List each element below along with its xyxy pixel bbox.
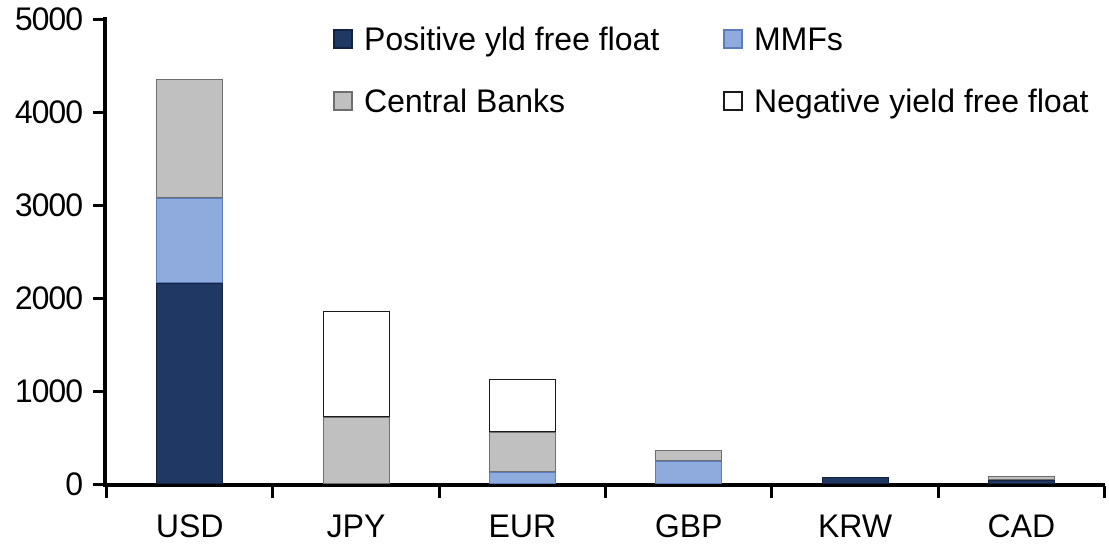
legend-label: Central Banks (364, 82, 565, 119)
bar-segment-gbp-central-banks (655, 450, 723, 462)
legend-label: Positive yld free float (364, 20, 660, 57)
legend-swatch-mmfs (723, 29, 743, 49)
bar-segment-usd-positive-yld-free-float (156, 283, 224, 484)
legend-label: MMFs (754, 20, 843, 57)
legend-label: Negative yield free float (754, 82, 1089, 119)
y-axis-tick (93, 389, 104, 393)
x-category-label-cad: CAD (987, 508, 1056, 544)
legend-item-mmfs: MMFs (723, 17, 843, 61)
bar-segment-jpy-central-banks (322, 416, 390, 484)
bar-segment-jpy-negative-yield-free-float (322, 311, 390, 417)
x-category-label-krw: KRW (817, 508, 893, 544)
bar-segment-cad-positive-yld-free-float (987, 479, 1055, 484)
legend-item-central-banks: Central Banks (333, 79, 565, 123)
bar-segment-eur-central-banks (488, 431, 556, 472)
x-axis-tick (437, 486, 441, 498)
x-category-label-usd: USD (155, 508, 224, 544)
y-axis-tick (93, 203, 104, 207)
y-tick-label: 1000 (14, 373, 83, 409)
y-axis-line (103, 17, 107, 487)
x-axis-tick (105, 486, 108, 498)
y-axis-tick (93, 482, 104, 486)
y-axis-tick (93, 17, 104, 21)
legend-item-positive-yld-free-float: Positive yld free float (333, 17, 659, 61)
legend-item-negative-yield-free-float: Negative yield free float (723, 79, 1088, 123)
legend-swatch-positive-yld-free-float (333, 29, 353, 49)
y-tick-label: 2000 (14, 280, 83, 316)
y-axis-tick (93, 110, 104, 114)
legend-swatch-central-banks (333, 91, 353, 111)
x-axis-line (103, 483, 1105, 487)
x-axis-tick (1103, 486, 1106, 498)
bar-segment-gbp-mmfs (655, 461, 723, 484)
bar-segment-eur-mmfs (488, 471, 556, 484)
y-axis-tick (93, 296, 104, 300)
x-axis-tick (604, 486, 607, 498)
y-tick-label: 4000 (14, 94, 83, 130)
bar-segment-krw-positive-yld-free-float (821, 477, 889, 484)
x-axis-tick (936, 486, 940, 498)
bar-segment-usd-central-banks (156, 78, 224, 198)
y-tick-label: 0 (65, 466, 83, 502)
x-category-label-jpy: JPY (326, 508, 386, 544)
x-category-label-eur: EUR (488, 508, 557, 544)
y-tick-label: 3000 (14, 187, 83, 223)
legend-swatch-negative-yield-free-float (723, 91, 743, 111)
bar-segment-usd-mmfs (156, 197, 224, 284)
y-tick-label: 5000 (14, 1, 83, 37)
x-category-label-gbp: GBP (654, 508, 723, 544)
x-axis-tick (271, 486, 275, 498)
x-axis-tick (770, 486, 774, 498)
bar-segment-cad-central-banks (987, 475, 1055, 480)
bar-segment-eur-negative-yield-free-float (488, 379, 556, 432)
